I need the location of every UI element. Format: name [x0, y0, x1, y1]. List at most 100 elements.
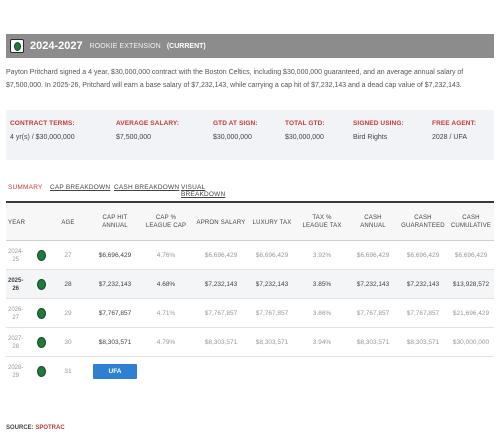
term-contract-terms: CONTRACT TERMS: 4 yr(s) / $30,000,000 — [10, 120, 75, 141]
luxury-tax-cell: $8,303,571 — [255, 339, 289, 346]
year-cell: 2025- 26 — [8, 277, 24, 292]
cap-hit-cell: $8,303,571 — [98, 339, 132, 346]
shamrock-icon — [36, 337, 46, 348]
term-value: 4 yr(s) / $30,000,000 — [10, 134, 75, 141]
table-row: 2026- 27 29 $7,767,857 4.71% $7,767,857 $… — [6, 299, 494, 328]
term-label: GTD AT SIGN: — [213, 120, 258, 127]
cash-annual-cell: $7,232,143 — [356, 281, 390, 288]
source-credit: SOURCE: SPOTRAC — [6, 425, 65, 431]
col-cash-guaranteed: CASH GUARANTEED — [401, 215, 445, 229]
apron-cell: $7,767,857 — [204, 310, 238, 317]
tab-visual-breakdown[interactable]: VISUAL BREAKDOWN — [181, 184, 226, 198]
contract-summary: Payton Pritchard signed a 4 year, $30,00… — [6, 69, 464, 89]
age-cell: 28 — [64, 281, 72, 288]
term-label: TOTAL GTD: — [285, 120, 325, 127]
shamrock-icon — [36, 279, 46, 290]
table-row-current: 2025- 26 28 $7,232,143 4.68% $7,232,143 $… — [6, 270, 494, 299]
year-cell: 2027- 28 — [8, 335, 24, 350]
tax-pct-cell: 3.86% — [312, 310, 332, 317]
contract-terms-panel: CONTRACT TERMS: 4 yr(s) / $30,000,000 AV… — [6, 110, 494, 160]
col-luxury-tax: LUXURY TAX — [252, 220, 292, 226]
term-label: CONTRACT TERMS: — [10, 120, 75, 127]
col-cap-pct: CAP % LEAGUE CAP — [145, 215, 187, 229]
cash-annual-cell: $6,696,429 — [356, 252, 390, 259]
col-tax-pct: TAX % LEAGUE TAX — [302, 215, 342, 229]
cash-annual-cell: $7,767,857 — [356, 310, 390, 317]
term-free-agent: FREE AGENT: 2028 / UFA — [432, 120, 476, 141]
col-cash-annual: CASH ANNUAL — [360, 215, 386, 229]
table-row-ufa: 2028- 29 31 UFA — [6, 357, 494, 386]
cash-guaranteed-cell: $6,696,429 — [406, 252, 440, 259]
source-label: SOURCE: — [6, 425, 34, 431]
shamrock-icon — [36, 308, 46, 319]
col-cash-cumulative: CASH CUMULATIVE — [450, 215, 492, 229]
term-value: Bird Rights — [353, 134, 388, 141]
team-logo — [34, 241, 48, 270]
cap-hit-cell: $7,232,143 — [98, 281, 132, 288]
col-apron-salary: APRON SALARY — [196, 220, 246, 226]
cap-hit-cell: $6,696,429 — [98, 252, 132, 259]
team-logo — [34, 299, 48, 328]
tab-cap-breakdown[interactable]: CAP BREAKDOWN — [50, 184, 111, 191]
cap-hit-cell: $7,767,857 — [98, 310, 132, 317]
apron-cell: $6,696,429 — [204, 252, 238, 259]
luxury-tax-cell: $7,232,143 — [255, 281, 289, 288]
tax-pct-cell: 3.94% — [312, 339, 332, 346]
breakdown-tabs: SUMMARY CAP BREAKDOWN CASH BREAKDOWN VIS… — [6, 180, 246, 198]
col-year: YEAR — [8, 220, 26, 226]
tab-summary[interactable]: SUMMARY — [8, 184, 43, 191]
term-label: AVERAGE SALARY: — [116, 120, 180, 127]
table-row: 2024- 25 27 $6,696,429 4.76% $6,696,429 $… — [6, 241, 494, 270]
cap-pct-cell: 4.68% — [156, 281, 176, 288]
year-cell: 2026- 27 — [8, 306, 24, 321]
cap-pct-cell: 4.71% — [156, 310, 176, 317]
term-label: FREE AGENT: — [432, 120, 477, 127]
ufa-cell: UFA — [92, 357, 138, 386]
cash-annual-cell: $8,303,571 — [356, 339, 390, 346]
cap-pct-cell: 4.76% — [156, 252, 176, 259]
apron-cell: $8,303,571 — [204, 339, 238, 346]
cap-pct-cell: 4.79% — [156, 339, 176, 346]
team-logo — [34, 357, 48, 386]
shamrock-icon — [36, 250, 46, 261]
col-age: AGE — [61, 220, 75, 226]
cash-guaranteed-cell: $7,232,143 — [406, 281, 440, 288]
apron-cell: $7,232,143 — [204, 281, 238, 288]
contract-header: 2024-2027 ROOKIE EXTENSION (CURRENT) — [6, 34, 494, 58]
cash-guaranteed-cell: $8,303,571 — [406, 339, 440, 346]
table-header: YEAR AGE CAP HIT ANNUAL CAP % LEAGUE CAP A… — [6, 203, 494, 241]
year-cell: 2028- 29 — [8, 364, 24, 379]
luxury-tax-cell: $6,696,429 — [255, 252, 289, 259]
col-cap-hit: CAP HIT ANNUAL — [102, 215, 128, 229]
age-cell: 31 — [64, 368, 72, 375]
team-logo — [34, 328, 48, 357]
tab-cash-breakdown[interactable]: CASH BREAKDOWN — [114, 184, 180, 191]
term-average-salary: AVERAGE SALARY: $7,500,000 — [116, 120, 179, 141]
age-cell: 27 — [64, 252, 72, 259]
term-label: SIGNED USING: — [353, 120, 404, 127]
cash-cumulative-cell: $6,696,429 — [454, 252, 488, 259]
term-value: 2028 / UFA — [432, 134, 468, 141]
cash-guaranteed-cell: $7,767,857 — [406, 310, 440, 317]
year-cell: 2024- 25 — [8, 248, 24, 263]
luxury-tax-cell: $7,767,857 — [255, 310, 289, 317]
age-cell: 30 — [64, 339, 72, 346]
contract-years: 2024-2027 — [30, 40, 83, 52]
tax-pct-cell: 3.92% — [312, 252, 332, 259]
term-value: $7,500,000 — [116, 134, 152, 141]
source-name[interactable]: SPOTRAC — [35, 425, 65, 431]
term-value: $30,000,000 — [213, 134, 252, 141]
celtics-logo-icon — [10, 39, 24, 53]
cash-cumulative-cell: $13,928,572 — [452, 281, 490, 288]
ufa-button[interactable]: UFA — [93, 364, 137, 379]
term-value: $30,000,000 — [285, 134, 324, 141]
team-logo — [34, 270, 48, 299]
term-total-gtd: TOTAL GTD: $30,000,000 — [285, 120, 325, 141]
cash-cumulative-cell: $21,696,429 — [452, 310, 490, 317]
contract-status: (CURRENT) — [166, 42, 206, 50]
cash-cumulative-cell: $30,000,000 — [452, 339, 490, 346]
table-row: 2027- 28 30 $8,303,571 4.79% $8,303,571 $… — [6, 328, 494, 357]
term-gtd-at-sign: GTD AT SIGN: $30,000,000 — [213, 120, 258, 141]
contract-type: ROOKIE EXTENSION — [89, 42, 161, 50]
tax-pct-cell: 3.85% — [312, 281, 332, 288]
